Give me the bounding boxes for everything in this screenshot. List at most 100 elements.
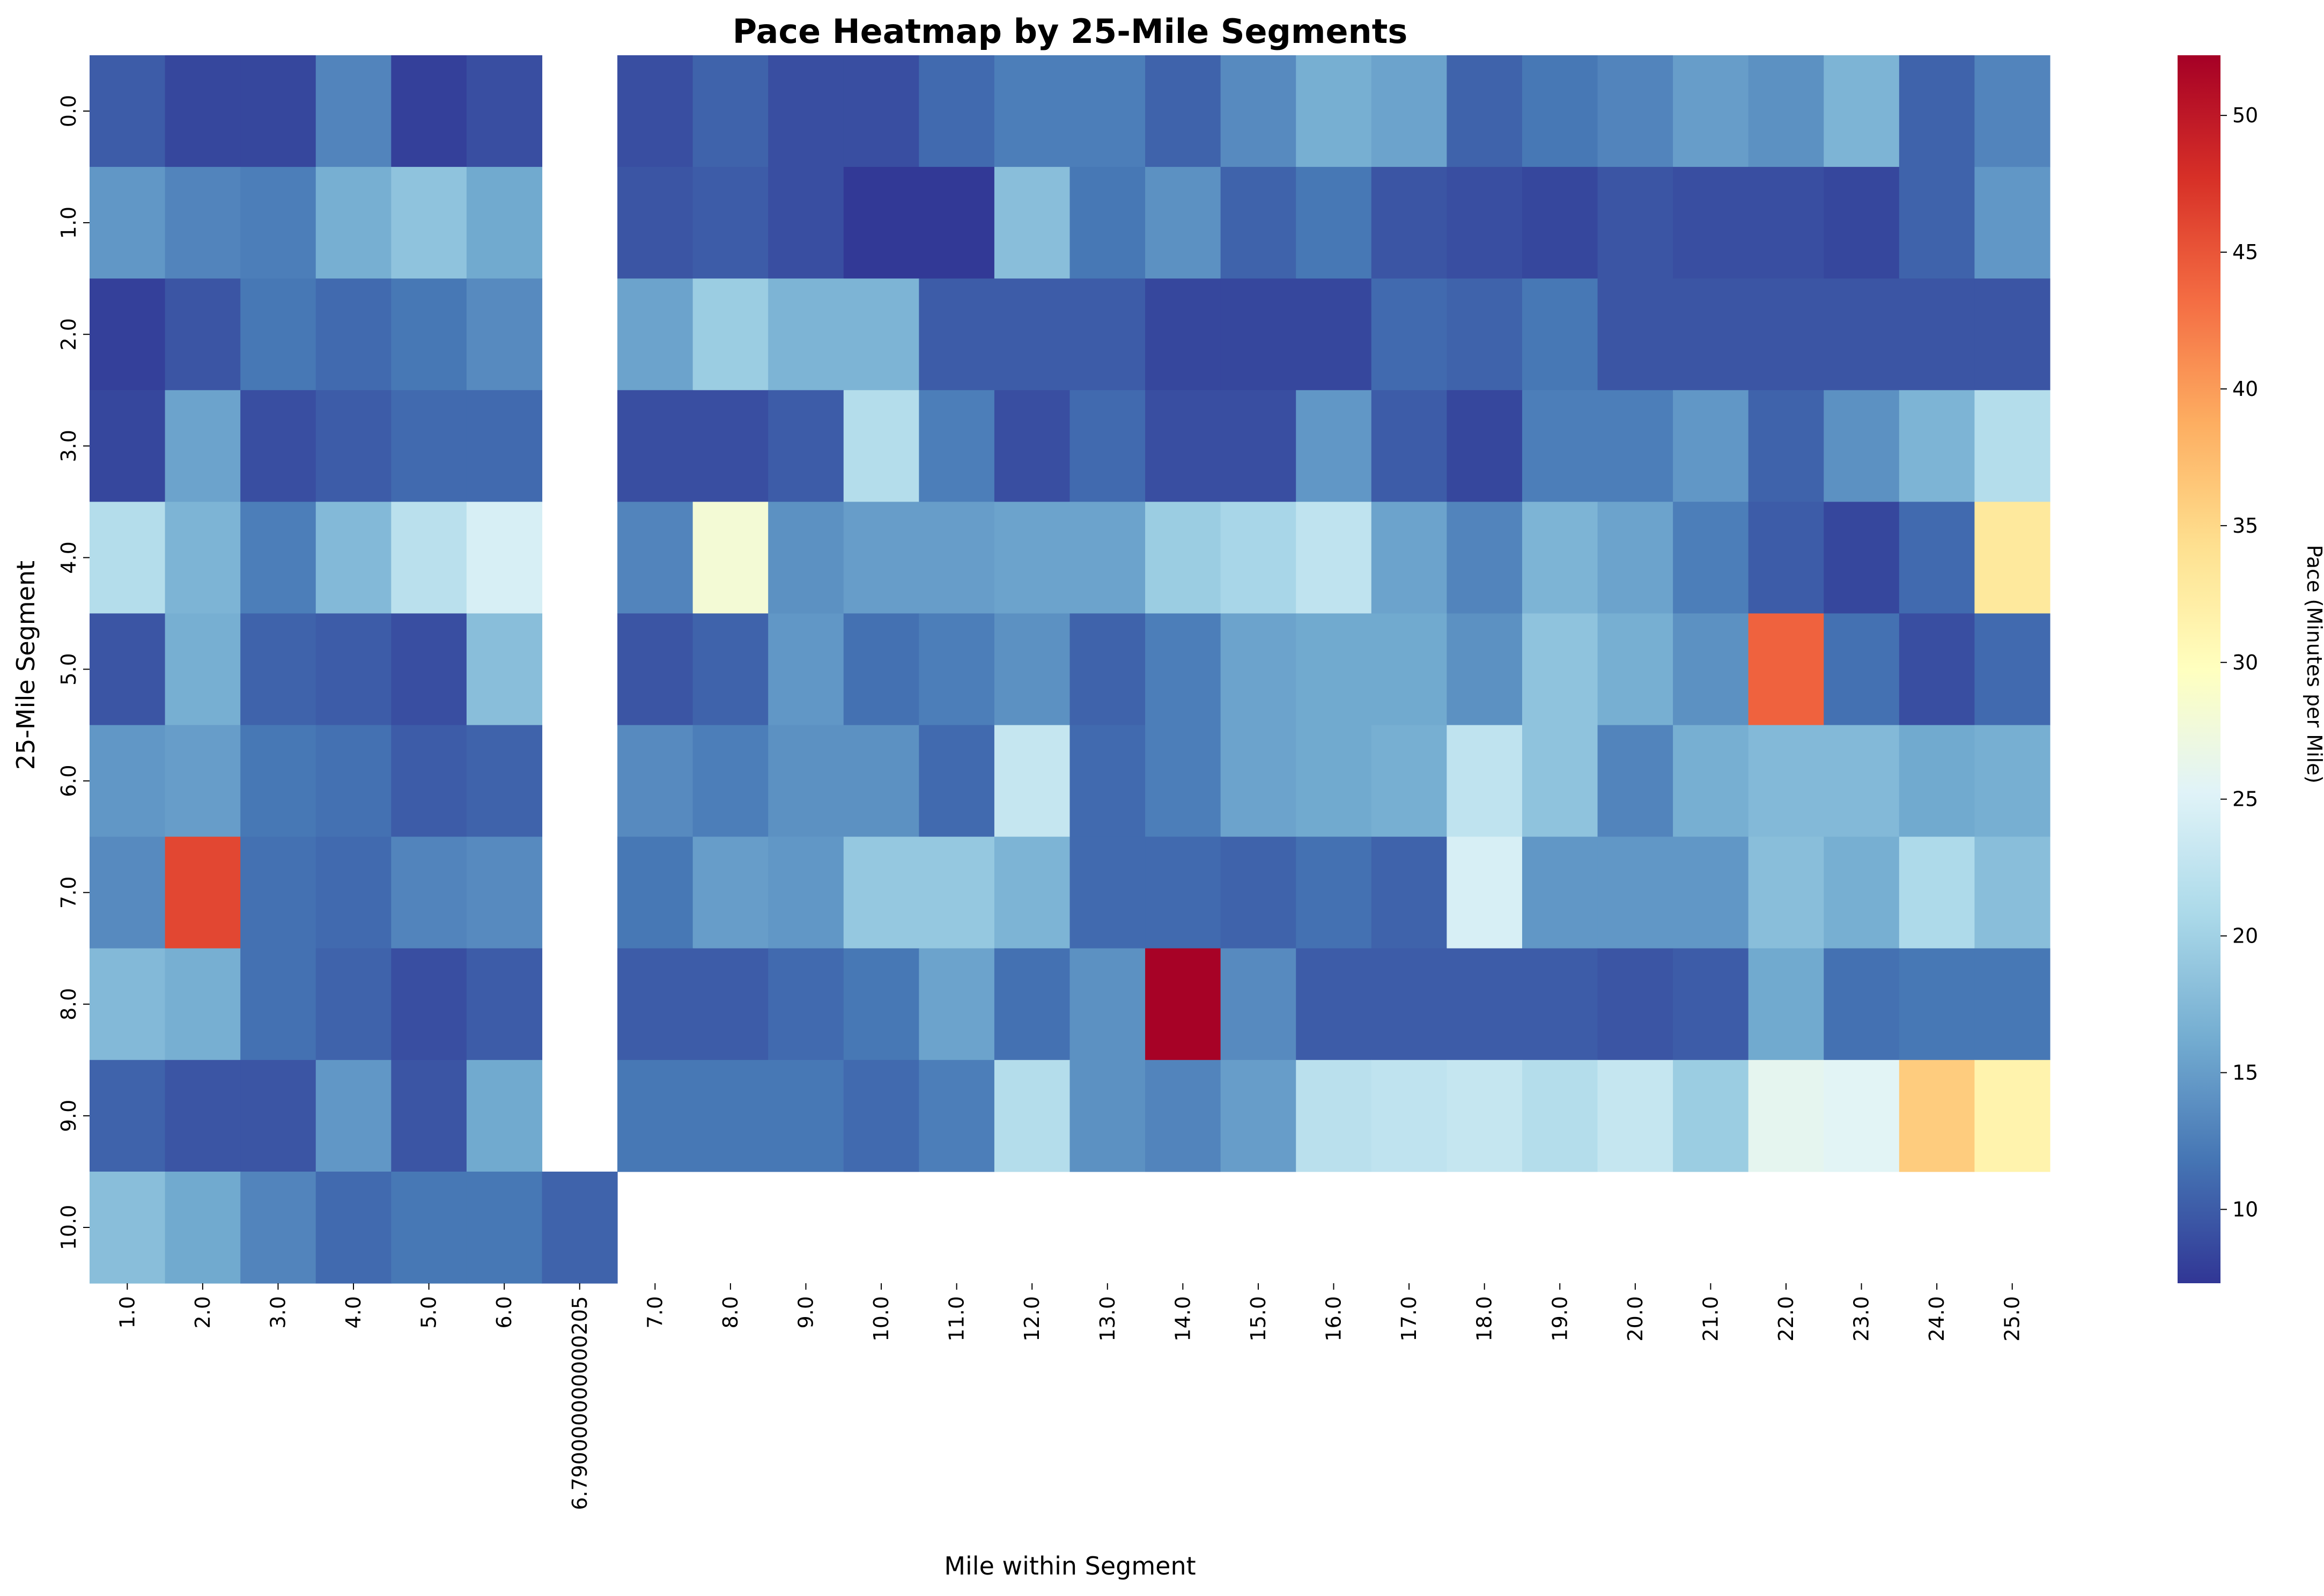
heatmap-cell	[1824, 55, 1900, 167]
y-tick-label: 10.0	[57, 1205, 80, 1251]
heatmap-cell	[165, 278, 241, 391]
heatmap-cell	[1145, 55, 1221, 167]
heatmap-cell	[994, 613, 1071, 726]
heatmap-cell	[919, 725, 995, 837]
heatmap-cell	[240, 278, 316, 391]
heatmap-cell	[692, 1060, 769, 1172]
heatmap-cell	[240, 948, 316, 1061]
heatmap-cell	[1371, 836, 1447, 949]
heatmap-cell	[466, 836, 543, 949]
heatmap-cell	[1447, 55, 1523, 167]
heatmap-cell	[919, 390, 995, 502]
heatmap-cell	[1899, 278, 1975, 391]
heatmap-cell	[994, 836, 1071, 949]
heatmap-cell	[994, 390, 1071, 502]
heatmap-cell	[1220, 836, 1296, 949]
heatmap-cell	[240, 55, 316, 167]
heatmap-cell	[1296, 278, 1372, 391]
heatmap-cell	[90, 836, 166, 949]
heatmap-cell	[391, 613, 467, 726]
colorbar-tick-label: 15	[2232, 1061, 2258, 1085]
heatmap-cell	[994, 278, 1071, 391]
heatmap-cell	[90, 278, 166, 391]
heatmap-cell	[1296, 836, 1372, 949]
heatmap-cell	[1522, 390, 1598, 502]
heatmap-cell	[240, 1171, 316, 1284]
y-tick-label: 4.0	[57, 541, 80, 573]
heatmap-cell	[391, 836, 467, 949]
heatmap-cell	[768, 390, 844, 502]
heatmap-cell	[165, 725, 241, 837]
heatmap-cell	[1899, 55, 1975, 167]
heatmap-cell	[391, 1060, 467, 1172]
heatmap-cell	[994, 55, 1071, 167]
x-tick-label: 15.0	[1246, 1296, 1270, 1342]
heatmap-cell	[1974, 278, 2050, 391]
heatmap-cell	[768, 167, 844, 279]
heatmap-cell	[1069, 502, 1146, 614]
heatmap-cell	[617, 725, 693, 837]
heatmap-cell	[692, 948, 769, 1061]
heatmap-cell	[315, 55, 392, 167]
y-tick-label: 7.0	[57, 876, 80, 908]
heatmap-cell	[1673, 390, 1749, 502]
heatmap-cell	[391, 278, 467, 391]
heatmap-cell	[165, 502, 241, 614]
heatmap-cell	[1522, 836, 1598, 949]
x-tick-label: 3.0	[266, 1296, 290, 1328]
heatmap-cell	[1220, 278, 1296, 391]
x-tick-label: 14.0	[1171, 1296, 1194, 1342]
colorbar-tick-label: 25	[2232, 788, 2258, 811]
heatmap-cell	[1296, 613, 1372, 726]
heatmap-cell	[1899, 390, 1975, 502]
colorbar-tick-label: 40	[2232, 377, 2258, 401]
heatmap-cell	[1220, 55, 1296, 167]
heatmap-cell	[617, 390, 693, 502]
heatmap-cell	[1673, 1060, 1749, 1172]
heatmap-cell	[1522, 502, 1598, 614]
y-tick-label: 3.0	[57, 430, 80, 462]
heatmap-cell	[768, 836, 844, 949]
heatmap-cell	[843, 55, 919, 167]
heatmap-cell	[542, 1171, 618, 1284]
heatmap-cell	[843, 1060, 919, 1172]
heatmap-cell	[692, 167, 769, 279]
y-tick-label: 2.0	[57, 318, 80, 350]
heatmap-cell	[843, 390, 919, 502]
heatmap-cell	[1748, 502, 1824, 614]
heatmap-cell	[1371, 948, 1447, 1061]
heatmap-cell	[617, 502, 693, 614]
heatmap-cell	[768, 55, 844, 167]
heatmap-cell	[1974, 948, 2050, 1061]
heatmap-cell	[1447, 278, 1523, 391]
heatmap-cell	[1371, 725, 1447, 837]
heatmap-cell	[1447, 725, 1523, 837]
heatmap-cell	[1974, 725, 2050, 837]
heatmap-cell	[1824, 390, 1900, 502]
heatmap-cell	[692, 836, 769, 949]
heatmap-cell	[90, 725, 166, 837]
heatmap-cell	[768, 1060, 844, 1172]
heatmap-cell	[165, 613, 241, 726]
heatmap-cell	[1447, 1060, 1523, 1172]
heatmap-cell	[466, 278, 543, 391]
heatmap-cell	[1673, 725, 1749, 837]
heatmap-cell	[1522, 1060, 1598, 1172]
heatmap-cell	[1069, 1060, 1146, 1172]
heatmap-cell	[1748, 613, 1824, 726]
heatmap-cell	[1673, 55, 1749, 167]
heatmap-cell	[1748, 1060, 1824, 1172]
heatmap-cell	[843, 948, 919, 1061]
heatmap-cell	[391, 167, 467, 279]
heatmap-cell	[1748, 278, 1824, 391]
heatmap-cell	[240, 167, 316, 279]
heatmap-cell	[90, 948, 166, 1061]
colorbar: 10 15 20 25 30 35 40 45 50	[2178, 55, 2258, 1283]
x-tick-label: 20.0	[1624, 1296, 1647, 1342]
heatmap-cell	[994, 948, 1071, 1061]
heatmap-cell	[1296, 502, 1372, 614]
heatmap-cell	[843, 502, 919, 614]
heatmap-cell	[315, 1171, 392, 1284]
heatmap-cell	[1296, 167, 1372, 279]
